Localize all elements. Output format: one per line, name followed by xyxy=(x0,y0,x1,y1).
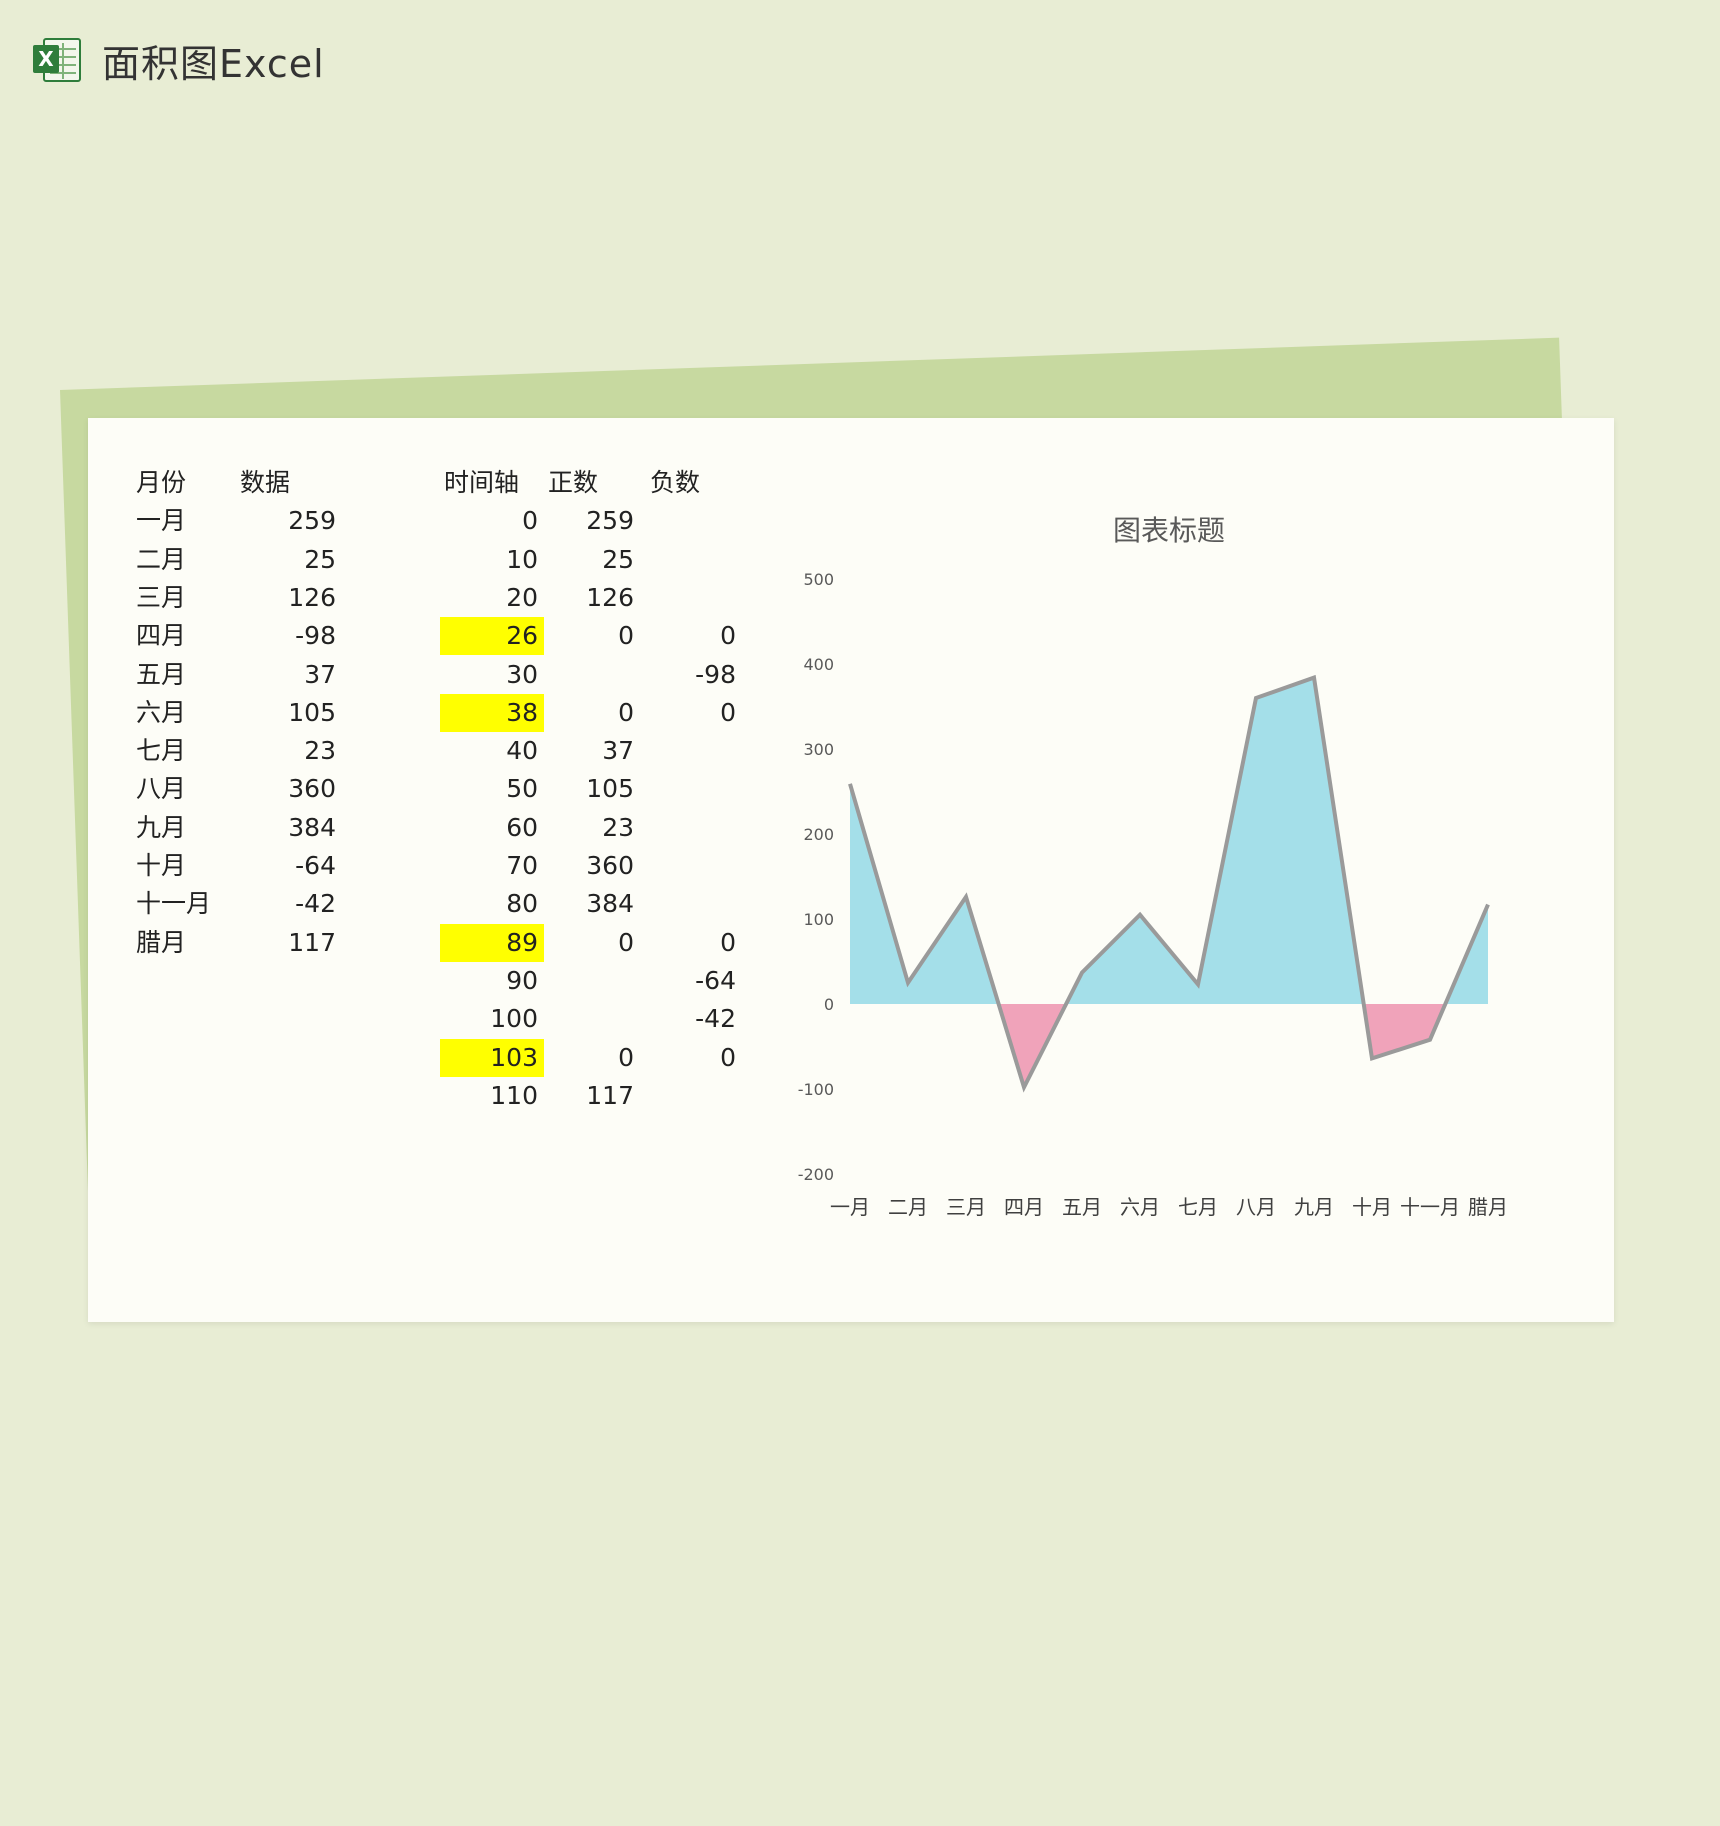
positive-cell: 23 xyxy=(602,812,634,842)
x-tick-label: 二月 xyxy=(888,1195,928,1219)
month-cell: 四月 xyxy=(136,621,187,651)
timeline-cell: 103 xyxy=(440,1038,544,1077)
y-tick-label: 300 xyxy=(803,740,834,759)
header-month: 月份 xyxy=(136,468,187,497)
timeline-cell: 10 xyxy=(506,544,538,574)
positive-cell: 117 xyxy=(586,1080,634,1110)
negative-area xyxy=(1363,1004,1446,1059)
timeline-cell: 100 xyxy=(490,1004,538,1034)
month-cell: 十一月 xyxy=(136,889,212,919)
timeline-cell: 60 xyxy=(506,812,538,842)
y-tick-label: -200 xyxy=(798,1165,834,1184)
y-tick-label: 200 xyxy=(803,825,834,844)
month-cell: 三月 xyxy=(136,582,187,612)
chart-title: 图表标题 xyxy=(1113,514,1225,547)
timeline-cell: 50 xyxy=(506,774,538,804)
negative-cell: -64 xyxy=(695,965,736,995)
x-tick-label: 三月 xyxy=(946,1195,986,1219)
value-cell: -98 xyxy=(295,621,336,651)
month-cell: 七月 xyxy=(136,736,187,766)
positive-cell: 384 xyxy=(586,889,634,919)
timeline-cell: 26 xyxy=(440,617,544,656)
month-cell: 九月 xyxy=(136,812,187,842)
worksheet-card: 月份 数据一月 259 二月 25 三月 126 四月 -98 五月 37 六月 105 七月 23 八月 36… xyxy=(88,418,1614,1322)
timeline-cell: 0 xyxy=(522,506,538,536)
y-tick-label: 100 xyxy=(803,910,834,929)
timeline-cell: 80 xyxy=(506,889,538,919)
value-cell: 384 xyxy=(288,812,336,842)
value-cell: -64 xyxy=(295,851,336,880)
y-tick-label: 400 xyxy=(803,655,834,674)
month-cell: 五月 xyxy=(136,659,187,689)
positive-cell: 126 xyxy=(586,582,634,612)
negative-cell: 0 xyxy=(720,621,736,651)
positive-cell: 37 xyxy=(602,736,634,766)
positive-cell: 259 xyxy=(586,506,634,536)
positive-cell: 105 xyxy=(586,774,634,804)
month-cell: 腊月 xyxy=(136,927,187,957)
negative-area xyxy=(998,1004,1067,1088)
x-tick-label: 九月 xyxy=(1294,1195,1334,1219)
timeline-cell: 70 xyxy=(506,851,538,880)
y-tick-label: 500 xyxy=(803,570,834,589)
timeline-cell: 38 xyxy=(440,693,544,732)
y-tick-label: 0 xyxy=(824,995,834,1014)
timeline-cell: 110 xyxy=(490,1080,538,1110)
timeline-cell: 30 xyxy=(506,659,538,689)
positive-cell: 360 xyxy=(586,851,634,880)
excel-logo-icon: X xyxy=(30,33,84,87)
timeline-cell: 89 xyxy=(440,923,544,962)
x-tick-label: 十月 xyxy=(1352,1195,1392,1219)
value-cell: 259 xyxy=(288,506,336,536)
header-timeline: 时间轴 xyxy=(444,468,520,497)
month-cell: 一月 xyxy=(136,506,187,536)
header: X 面积图Excel xyxy=(30,30,325,90)
header-data: 数据 xyxy=(240,468,291,497)
timeline-cell: 90 xyxy=(506,965,538,995)
negative-cell: -42 xyxy=(695,1004,736,1034)
x-tick-label: 六月 xyxy=(1120,1195,1160,1219)
page-title: 面积图Excel xyxy=(102,41,325,86)
month-cell: 六月 xyxy=(136,697,187,727)
timeline-cell: 40 xyxy=(506,736,538,766)
x-tick-label: 七月 xyxy=(1178,1195,1218,1219)
value-cell: 117 xyxy=(288,927,336,957)
positive-cell: 25 xyxy=(602,544,634,574)
y-tick-label: -100 xyxy=(798,1080,834,1099)
negative-cell: 0 xyxy=(720,927,736,957)
negative-cell: 0 xyxy=(720,1042,736,1072)
value-cell: -42 xyxy=(295,889,336,919)
svg-text:X: X xyxy=(38,47,54,71)
positive-cell: 0 xyxy=(618,1042,634,1072)
positive-area xyxy=(850,783,999,1004)
x-tick-label: 一月 xyxy=(830,1195,870,1219)
timeline-cell: 20 xyxy=(506,582,538,612)
negative-cell: 0 xyxy=(720,697,736,727)
x-tick-label: 八月 xyxy=(1236,1195,1276,1219)
header-positive: 正数 xyxy=(548,468,599,497)
positive-cell: 0 xyxy=(618,927,634,957)
month-cell: 二月 xyxy=(136,544,187,574)
x-tick-label: 十一月 xyxy=(1400,1195,1460,1219)
value-cell: 105 xyxy=(288,697,336,727)
value-cell: 37 xyxy=(304,659,336,689)
value-cell: 25 xyxy=(304,544,336,574)
positive-area xyxy=(1066,677,1364,1004)
month-cell: 十月 xyxy=(136,851,187,880)
negative-cell: -98 xyxy=(695,659,736,689)
month-cell: 八月 xyxy=(136,774,187,804)
x-tick-label: 四月 xyxy=(1004,1195,1044,1219)
value-cell: 360 xyxy=(288,774,336,804)
positive-cell: 0 xyxy=(618,697,634,727)
x-tick-label: 五月 xyxy=(1062,1195,1102,1219)
positive-cell: 0 xyxy=(618,621,634,651)
value-cell: 126 xyxy=(288,582,336,612)
area-chart: 图表标题 500 400 300 200 100 0 -100 -200 一月 二月 三月 四月 五月 六月… xyxy=(798,514,1508,1219)
x-tick-label: 腊月 xyxy=(1468,1195,1508,1219)
value-cell: 23 xyxy=(304,736,336,766)
series-line xyxy=(848,674,1490,1093)
header-negative: 负数 xyxy=(650,468,701,497)
